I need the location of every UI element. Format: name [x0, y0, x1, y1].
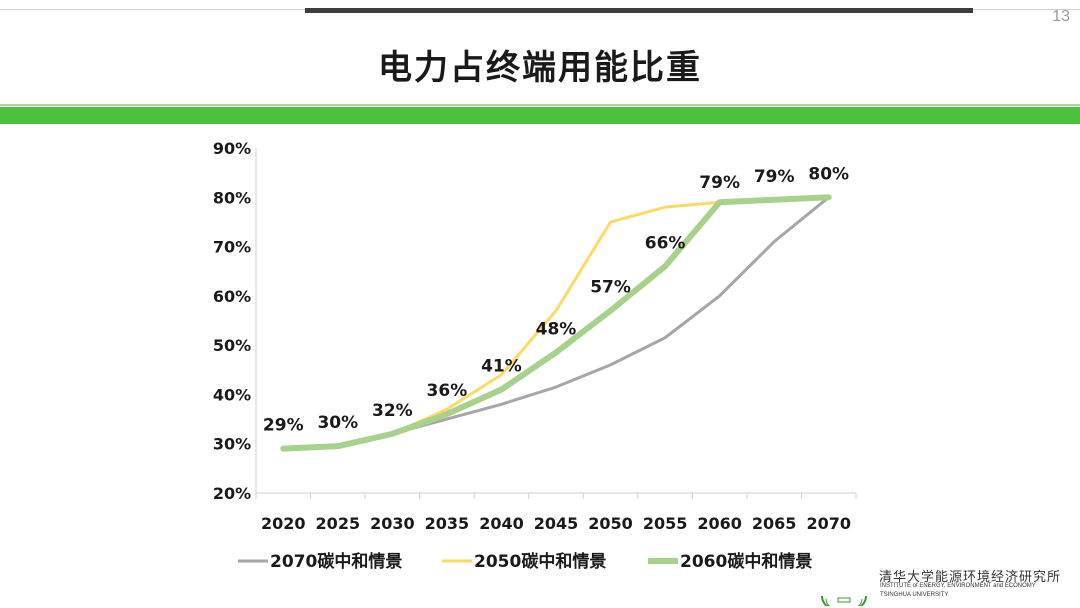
x-tick-label: 2040: [479, 514, 524, 533]
x-tick-label: 2070: [806, 514, 851, 533]
x-tick-label: 2060: [697, 514, 742, 533]
org-university-en: TSINGHUA UNIVERSITY: [880, 592, 949, 598]
data-label: 41%: [481, 357, 522, 377]
y-tick-label: 50%: [213, 336, 251, 355]
org-name-en: INSTITUTE of ENERGY, ENVIRONMENT and ECO…: [880, 583, 1036, 589]
y-tick-label: 70%: [213, 238, 251, 257]
data-labels: 29% 30% 32% 36% 41% 48% 57% 66% 79% 79% 80%: [263, 164, 849, 435]
data-label: 57%: [590, 278, 631, 298]
chart-legend: 2070碳中和情景 2050碳中和情景 2060碳中和情景: [238, 551, 812, 572]
x-tick-labels: 2020 2025 2030 2035 2040 2045 2050 2055 2060 2065…: [261, 514, 851, 533]
y-tick-label: 80%: [213, 188, 251, 207]
legend-label: 2070碳中和情景: [270, 551, 402, 572]
chart-axes: [255, 148, 857, 499]
data-label: 48%: [536, 320, 577, 340]
org-name-cn: 清华大学能源环境经济研究所: [879, 570, 1062, 585]
page-title: 电力占终端用能比重: [378, 48, 702, 88]
series-line-2: [280, 194, 832, 452]
y-tick-label: 20%: [213, 484, 251, 503]
data-label: 29%: [263, 416, 304, 436]
x-tick-label: 2065: [752, 514, 797, 533]
x-tick-label: 2055: [643, 514, 688, 533]
green-band: [0, 107, 1080, 124]
x-tick-label: 2030: [370, 514, 415, 533]
y-tick-label: 90%: [213, 139, 251, 158]
data-label: 30%: [317, 413, 358, 433]
x-tick-label: 2025: [316, 514, 361, 533]
data-label: 80%: [808, 164, 849, 184]
data-label: 79%: [754, 167, 795, 187]
tsinghua-logo-icon: [821, 595, 867, 606]
page-number: 13: [1052, 8, 1070, 25]
x-tick-label: 2045: [534, 514, 579, 533]
x-tick-label: 2050: [588, 514, 633, 533]
series-lines: [280, 194, 832, 452]
data-label: 79%: [699, 173, 740, 193]
legend-label: 2050碳中和情景: [474, 551, 606, 572]
data-label: 32%: [372, 401, 413, 421]
data-label: 66%: [645, 233, 686, 253]
y-tick-label: 60%: [213, 287, 251, 306]
green-band-highlight: [0, 104, 1080, 106]
legend-label: 2060碳中和情景: [680, 551, 812, 572]
y-tick-label: 40%: [213, 385, 251, 404]
top-bar: [305, 8, 973, 13]
x-tick-label: 2020: [261, 514, 306, 533]
y-tick-label: 30%: [213, 435, 251, 454]
y-tick-labels: 20% 30% 40% 50% 60% 70% 80% 90%: [213, 139, 251, 503]
x-tick-label: 2035: [425, 514, 470, 533]
data-label: 36%: [427, 381, 468, 401]
